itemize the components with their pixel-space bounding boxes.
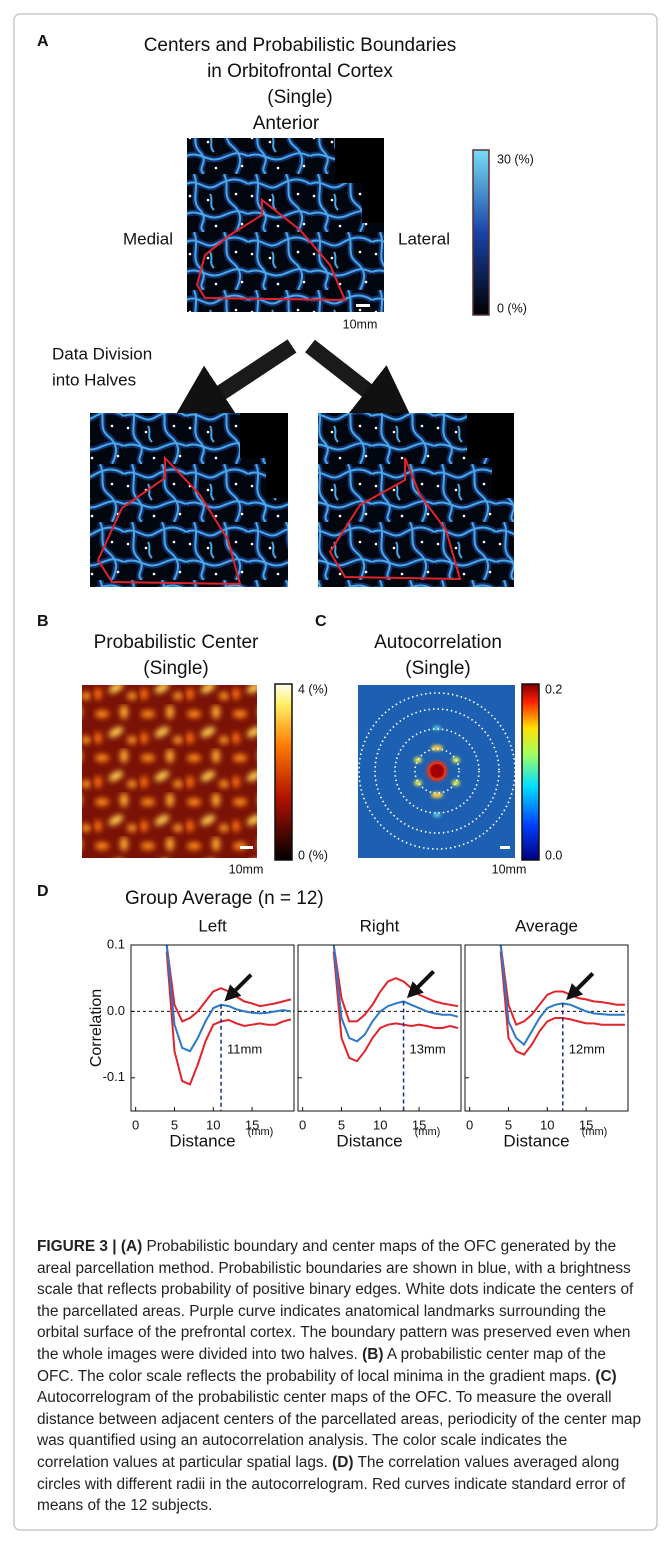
panel-label: C <box>315 613 327 630</box>
plot-frame <box>464 944 629 1112</box>
panel-title: Centers and Probabilistic Boundaries <box>144 35 457 56</box>
annotation-label: 12mm <box>569 1041 605 1056</box>
data-line <box>332 951 459 1063</box>
annotation-arrow <box>406 970 435 999</box>
caption-text: The correlation values averaged along ci… <box>37 1453 626 1515</box>
x-tick-label: 15 <box>245 1117 259 1132</box>
panel-label: B <box>37 613 49 630</box>
caption-text: Autocorrelogram of the probabilistic cen… <box>37 1389 642 1471</box>
y-axis-label: Correlation <box>88 989 105 1067</box>
boundary-map <box>187 138 384 312</box>
data-line <box>332 945 459 1043</box>
scale-bar-label: 10mm <box>492 862 527 876</box>
caption-text: A probabilistic center map of the OFC. T… <box>37 1345 606 1385</box>
data-line <box>332 945 459 1023</box>
x-axis-unit: (mm) <box>248 1126 274 1138</box>
x-axis-label: Distance <box>169 1131 235 1150</box>
division-label: Data Division <box>52 344 152 363</box>
y-tick-label: 0.1 <box>107 936 125 951</box>
plot-area <box>131 945 294 1086</box>
x-tick-label: 10 <box>206 1117 220 1132</box>
y-tick-label: 0.0 <box>107 1003 125 1018</box>
medial-label: Medial <box>123 229 173 248</box>
x-tick-label: 15 <box>579 1117 593 1132</box>
colorbar-min: 0 (%) <box>497 301 527 315</box>
plot-frame <box>130 944 295 1112</box>
chart-title: Average <box>515 916 578 935</box>
panel-title: Group Average (n = 12) <box>125 888 324 909</box>
data-line <box>165 945 292 1053</box>
y-tick-label: -0.1 <box>103 1069 125 1084</box>
chart-title: Right <box>360 916 400 935</box>
data-line <box>499 945 625 1027</box>
caption-text: (C) <box>595 1367 617 1385</box>
panel-title: Probabilistic Center <box>94 632 259 653</box>
colorbar-min: 0 (%) <box>298 848 328 862</box>
x-tick-label: 10 <box>540 1117 554 1132</box>
data-line <box>499 945 625 1047</box>
caption-text: FIGURE 3 | (A) <box>37 1238 143 1255</box>
half-map-left <box>90 413 288 587</box>
figure-border <box>13 13 658 1531</box>
plot-frame <box>297 944 462 1112</box>
x-tick-label: 5 <box>505 1117 512 1132</box>
plot-area <box>298 945 461 1063</box>
center-map <box>82 685 257 858</box>
colorbar-min: 0.0 <box>545 848 562 862</box>
x-tick-label: 0 <box>132 1117 139 1132</box>
panel-title: in Orbitofrontal Cortex <box>207 61 393 82</box>
scale-bar-label: 10mm <box>343 317 378 331</box>
panel-title: Autocorrelation <box>374 632 502 653</box>
data-line <box>165 951 292 1086</box>
x-tick-label: 0 <box>299 1117 306 1132</box>
x-tick-label: 15 <box>412 1117 426 1132</box>
panel-label: D <box>37 883 49 900</box>
chart-title: Left <box>198 916 227 935</box>
data-line <box>165 945 292 1023</box>
x-axis-unit: (mm) <box>415 1126 441 1138</box>
annotation-label: 11mm <box>227 1041 262 1056</box>
panel-title: (Single) <box>267 87 332 108</box>
x-axis-label: Distance <box>336 1131 402 1150</box>
colorbar <box>521 683 540 861</box>
scale-bar-label: 10mm <box>229 862 264 876</box>
annotation-arrow <box>566 972 595 1001</box>
panel-title: (Single) <box>143 658 208 679</box>
lateral-label: Lateral <box>398 229 450 248</box>
autocorrelogram <box>358 685 516 858</box>
colorbar-max: 30 (%) <box>497 152 534 166</box>
x-axis-label: Distance <box>503 1131 569 1150</box>
x-tick-label: 5 <box>171 1117 178 1132</box>
annotation-arrow <box>224 973 253 1002</box>
x-tick-label: 0 <box>466 1117 473 1132</box>
x-axis-unit: (mm) <box>582 1126 608 1138</box>
x-tick-label: 5 <box>338 1117 345 1132</box>
plot-area <box>465 945 628 1056</box>
division-arrows <box>168 339 418 430</box>
caption-text: Probabilistic boundary and center maps o… <box>37 1238 634 1363</box>
caption-text: (B) <box>362 1345 384 1363</box>
colorbar <box>274 683 293 861</box>
annotation-label: 13mm <box>410 1041 446 1056</box>
colorbar-max: 0.2 <box>545 682 562 696</box>
panel-label: A <box>37 33 49 50</box>
colorbar-max: 4 (%) <box>298 682 328 696</box>
panel-title: (Single) <box>405 658 470 679</box>
figure-caption: FIGURE 3 | (A) Probabilistic boundary an… <box>37 1236 641 1517</box>
division-label: into Halves <box>52 370 136 389</box>
colorbar <box>472 149 490 316</box>
anterior-label: Anterior <box>253 113 320 134</box>
caption-text: (D) <box>332 1453 354 1471</box>
half-map-right <box>318 413 514 587</box>
x-tick-label: 10 <box>373 1117 387 1132</box>
